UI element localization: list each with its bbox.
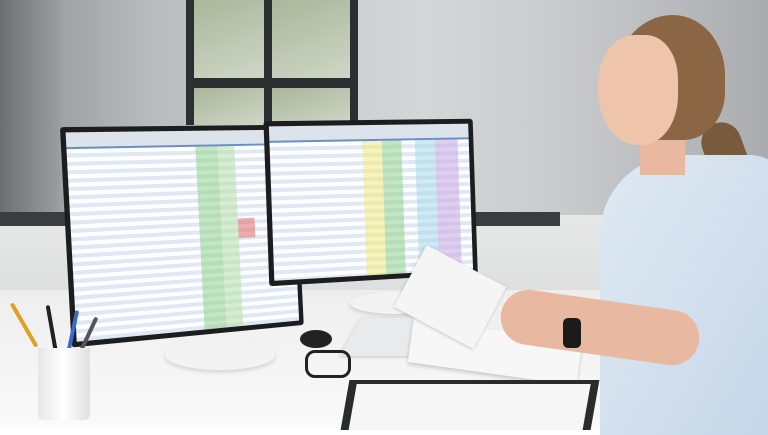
tape-roll <box>300 330 332 348</box>
clipboard-sheet <box>348 384 591 430</box>
monitor-stand-left <box>165 340 275 370</box>
window-pane <box>272 0 350 78</box>
highlight-cell-red <box>237 217 256 239</box>
window <box>186 0 358 125</box>
clipboard <box>340 380 600 430</box>
smartwatch <box>563 318 581 348</box>
window-pane <box>194 88 264 125</box>
window-pane <box>194 0 264 78</box>
woman-scrubs <box>600 155 768 435</box>
woman-face <box>598 35 678 145</box>
highlight-column-green <box>381 140 407 275</box>
window-pane <box>272 88 350 125</box>
curtain <box>0 0 60 230</box>
spreadsheet-toolbar <box>65 129 291 150</box>
pen-cup <box>38 348 90 420</box>
glasses <box>305 350 351 378</box>
